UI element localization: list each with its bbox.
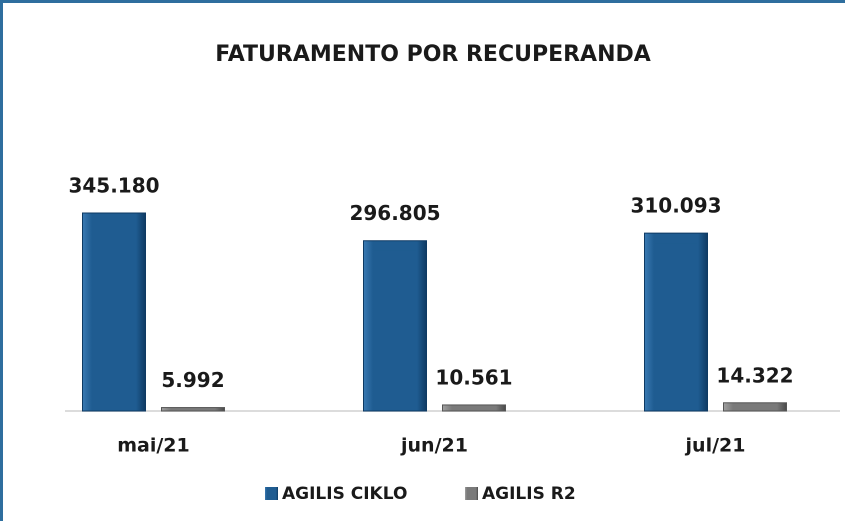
bar-face — [654, 243, 698, 401]
legend-label: AGILIS R2 — [482, 484, 576, 504]
bar — [723, 402, 787, 412]
data-label: 10.561 — [435, 365, 512, 389]
bar-face — [373, 250, 417, 401]
data-label: 310.093 — [630, 194, 721, 218]
x-tick-label: jun/21 — [400, 435, 468, 457]
data-label: 296.805 — [349, 201, 440, 225]
bar — [442, 404, 506, 412]
x-tick-label: jul/21 — [685, 435, 746, 457]
bar-face — [92, 223, 136, 401]
x-tick-label: mai/21 — [117, 435, 190, 457]
chart-title: FATURAMENTO POR RECUPERANDA — [215, 42, 651, 67]
legend-swatch — [265, 487, 278, 500]
legend-swatch — [465, 487, 478, 500]
bar — [161, 407, 225, 412]
data-label: 14.322 — [716, 363, 793, 387]
data-label: 5.992 — [161, 368, 224, 392]
data-label: 345.180 — [68, 174, 159, 198]
legend-label: AGILIS CIKLO — [282, 484, 407, 504]
